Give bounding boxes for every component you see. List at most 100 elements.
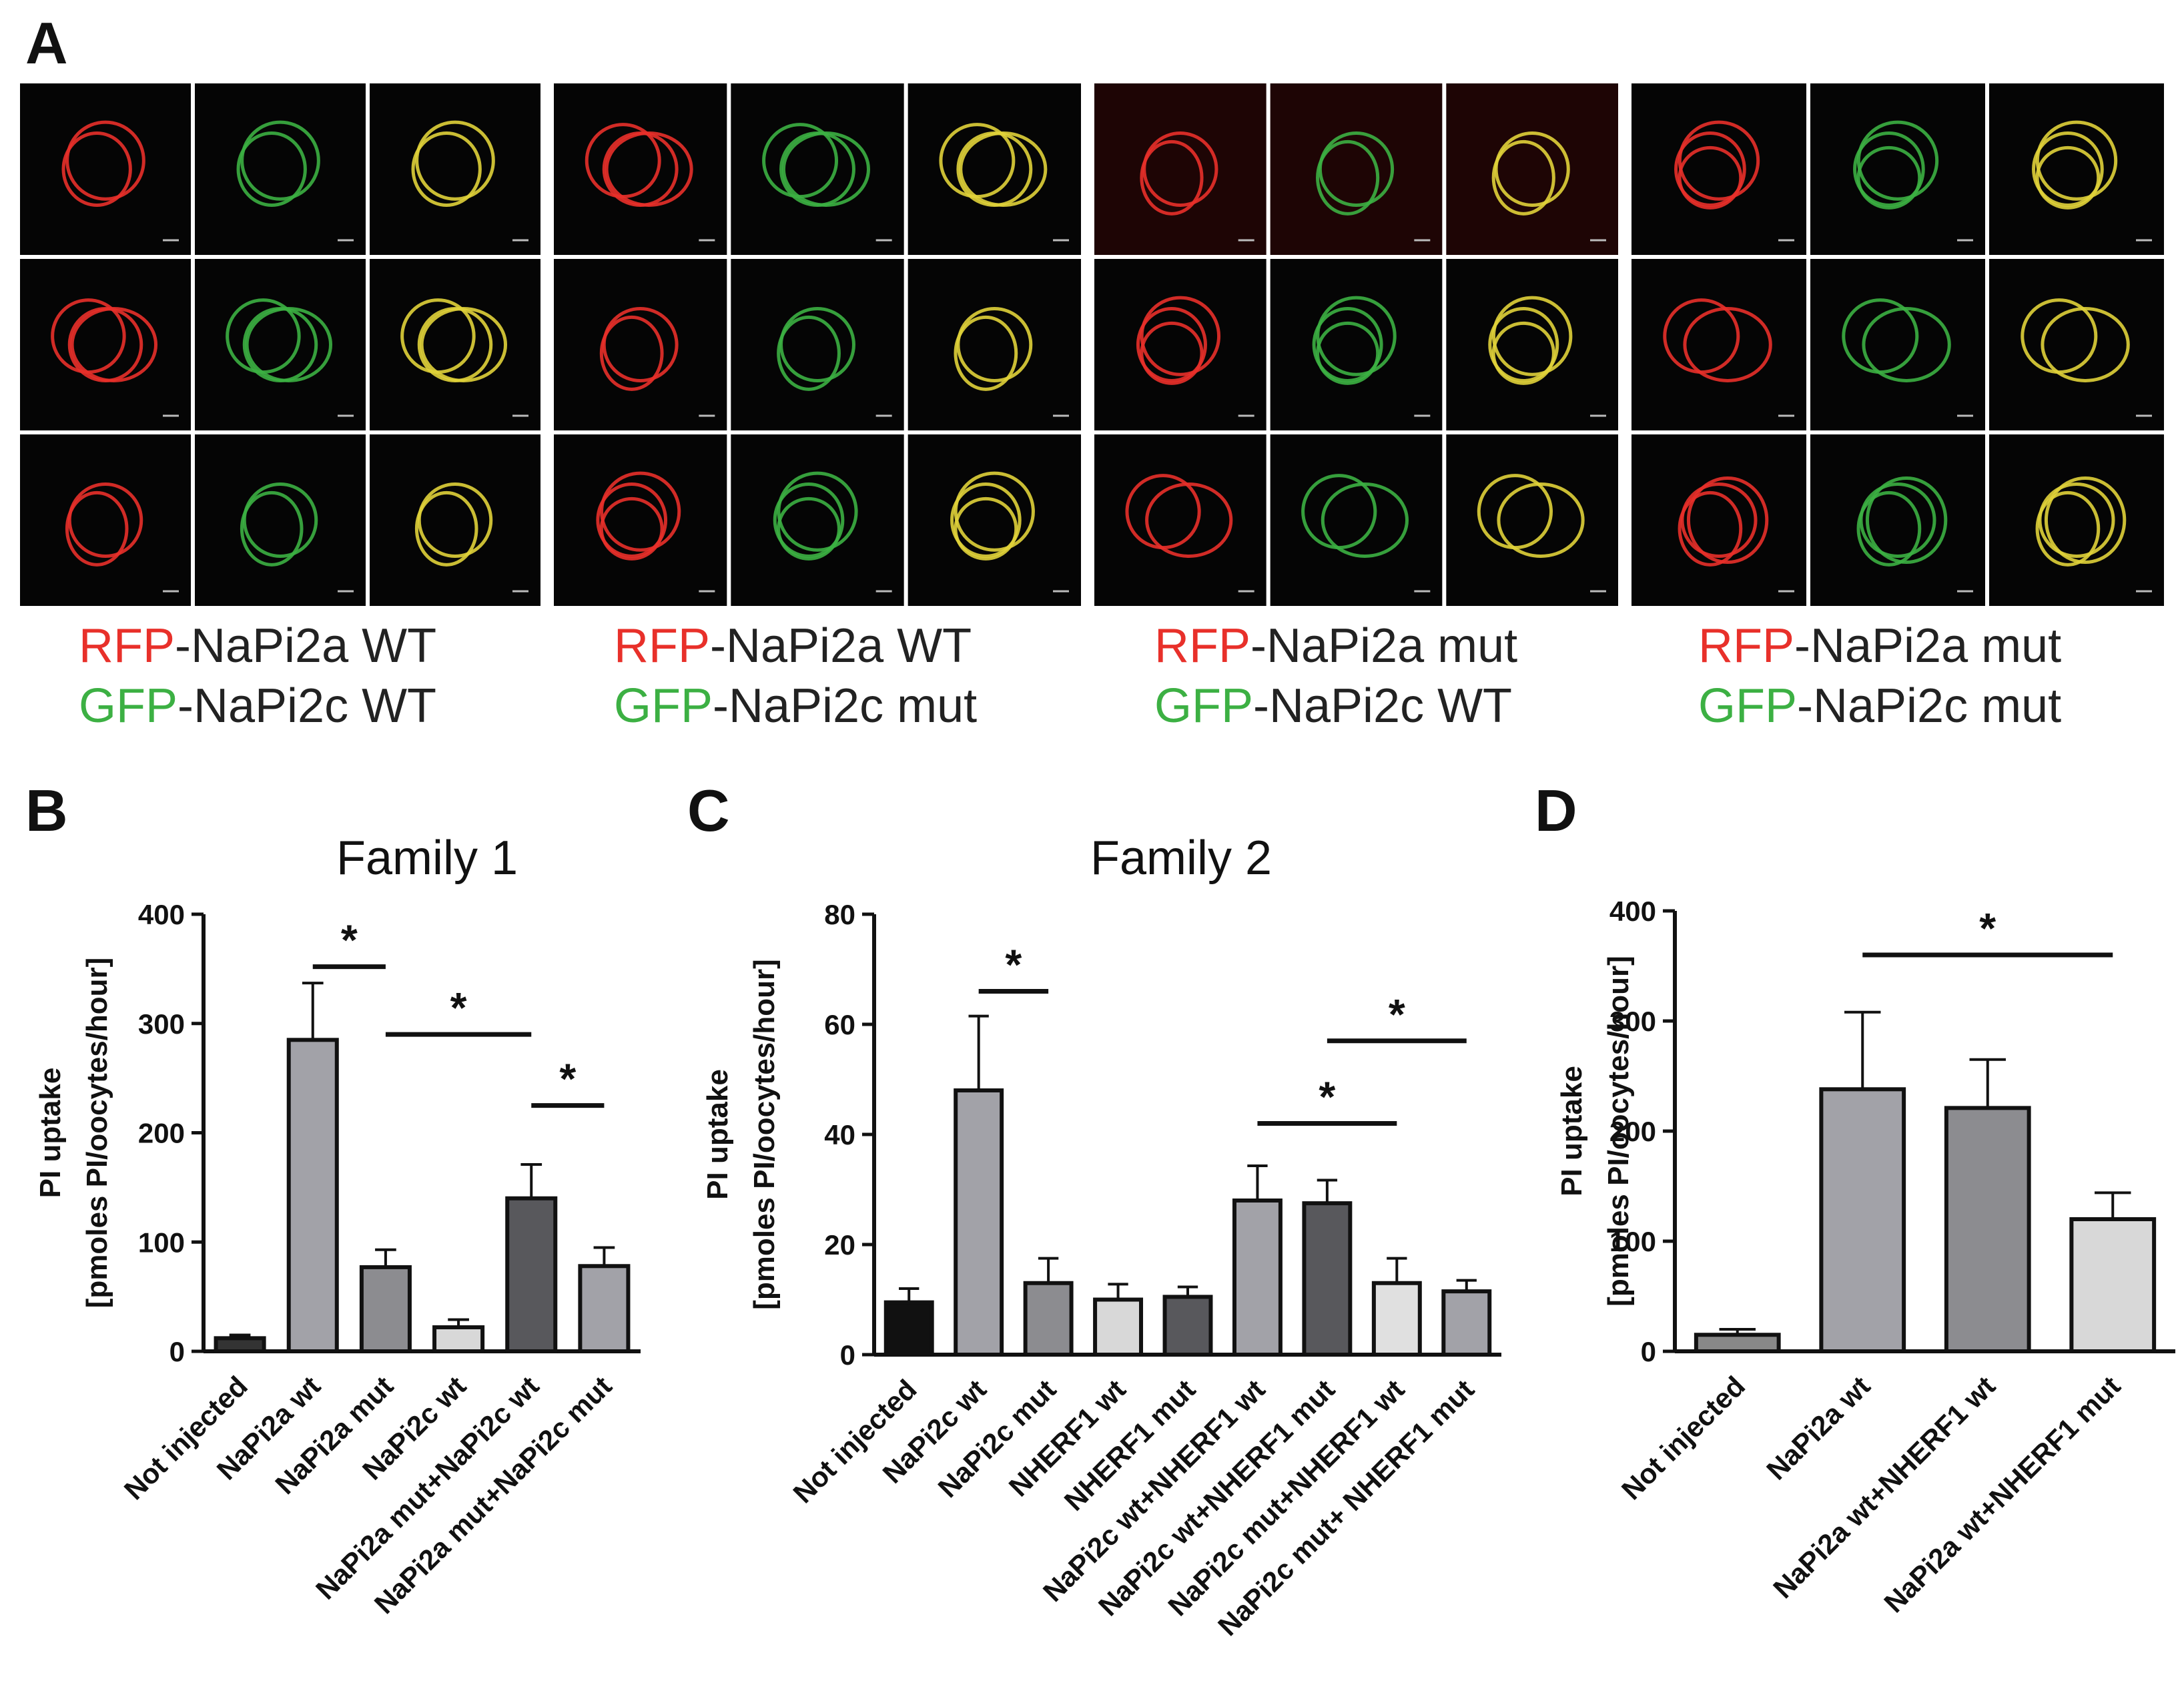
cell-outline <box>1856 145 1922 210</box>
gfp-construct-label: -NaPi2c mut <box>1797 679 2061 733</box>
micrograph-background <box>907 83 1081 255</box>
cell-outline <box>1491 139 1555 216</box>
y-tick-label: 0 <box>169 1336 185 1367</box>
significance-star: * <box>341 916 358 964</box>
micrograph-cell <box>1989 259 2164 430</box>
cell-outline <box>602 131 679 207</box>
micrograph-cell <box>1094 434 1266 606</box>
cell-outline <box>777 496 841 561</box>
cell-outline <box>240 490 304 567</box>
rfp-construct-label: -NaPi2a mut <box>1794 619 2061 673</box>
cell-outline <box>954 315 1018 391</box>
bar <box>432 1325 485 1353</box>
rfp-label: RFP <box>79 619 175 673</box>
cell-outline <box>411 131 482 207</box>
micrograph-cell <box>1094 83 1266 255</box>
cell-outline <box>65 120 145 201</box>
cell-outline <box>240 120 320 201</box>
cell-outline <box>2041 307 2130 382</box>
cell-outline <box>242 482 318 558</box>
cell-outline <box>777 315 841 391</box>
svg-text:GFP-NaPi2c mut: GFP-NaPi2c mut <box>614 679 977 733</box>
caption-group-3: RFP-NaPi2a mut GFP-NaPi2c WT <box>1154 619 1517 733</box>
micrograph-background <box>731 259 904 430</box>
cell-outline <box>2038 482 2115 558</box>
micrograph-background <box>1989 83 2164 255</box>
svg-text:RFP-NaPi2a mut: RFP-NaPi2a mut <box>1698 619 2061 673</box>
micrograph-background <box>554 259 727 430</box>
cell-outline <box>1856 490 1922 567</box>
cell-outline <box>2035 490 2101 567</box>
micrograph-cell <box>731 434 904 606</box>
micrograph-background <box>20 259 191 430</box>
bar <box>578 1264 631 1354</box>
cell-outline <box>1316 321 1380 385</box>
micrograph-background <box>20 83 191 255</box>
micrograph-cell <box>1989 434 2164 606</box>
gfp-label: GFP <box>79 679 177 733</box>
cell-outline <box>1318 131 1395 207</box>
cell-outline <box>1865 476 1948 564</box>
micrograph-cell <box>195 434 366 606</box>
micrograph-cell <box>1989 83 2164 255</box>
micrograph-background <box>731 434 904 606</box>
cell-outline <box>417 307 493 382</box>
gfp-label: GFP <box>1698 679 1797 733</box>
rfp-label: RFP <box>1698 619 1794 673</box>
cell-outline <box>954 471 1035 552</box>
micrograph-cell <box>1810 434 1985 606</box>
cell-outline <box>777 471 858 552</box>
significance-star: * <box>1389 990 1405 1038</box>
micrograph-background <box>1446 434 1618 606</box>
chart-panel-c: C Family 2 PI uptake [pmoles PI/oocytes/hou… <box>687 777 1501 1642</box>
y-tick-label: 400 <box>1609 896 1656 927</box>
caption-group-1: RFP-NaPi2a WT GFP-NaPi2c WT <box>79 619 436 733</box>
micrograph-background <box>1094 259 1266 430</box>
cell-outline <box>599 496 664 561</box>
y-axis-label: PI uptake <box>701 1069 734 1200</box>
micrograph-background <box>195 434 366 606</box>
y-tick-label: 60 <box>824 1009 855 1040</box>
micrograph-background <box>907 434 1081 606</box>
micrograph-background <box>370 259 540 430</box>
cell-outline <box>1856 120 1939 201</box>
caption-group-4: RFP-NaPi2a mut GFP-NaPi2c mut <box>1698 619 2061 733</box>
x-tick-label: Not injected <box>1615 1370 1751 1505</box>
cell-outline <box>2032 131 2104 207</box>
y-tick-label: 40 <box>824 1119 855 1150</box>
micrograph-background <box>1810 434 1985 606</box>
micrograph-background <box>554 83 727 255</box>
micrograph-cell <box>370 434 540 606</box>
cell-outline <box>61 131 132 207</box>
rfp-construct-label: -NaPi2a WT <box>710 619 972 673</box>
svg-text:GFP-NaPi2c mut: GFP-NaPi2c mut <box>1698 679 2061 733</box>
bar <box>1371 1281 1422 1357</box>
cell-outline <box>596 482 668 558</box>
x-tick-label: NaPi2a wt+NHERF1 mut <box>1878 1370 2126 1618</box>
significance-star: * <box>1319 1073 1335 1121</box>
micrograph-background <box>20 434 191 606</box>
bar <box>505 1196 558 1353</box>
y-axis-label: PI uptake <box>34 1068 67 1199</box>
micrograph-cell <box>1446 83 1618 255</box>
micrograph-cell <box>907 434 1081 606</box>
cell-outline <box>1678 145 1743 210</box>
panel-letter-d: D <box>1535 777 1577 843</box>
significance-star: * <box>559 1055 576 1103</box>
cell-outline <box>600 471 681 552</box>
chart-panel-b: B Family 1 PI uptake [pmoles PI/oocytes/hou… <box>25 777 641 1620</box>
cell-outline <box>1491 321 1555 385</box>
micrograph-background <box>195 259 366 430</box>
cell-outline <box>1140 139 1204 216</box>
micrograph-cell <box>1810 259 1985 430</box>
bar <box>1023 1281 1074 1357</box>
cell-outline <box>956 307 1033 382</box>
micrograph-cell <box>731 83 904 255</box>
cell-outline <box>1321 482 1409 558</box>
significance-star: * <box>1979 904 1996 952</box>
micrograph-background <box>1989 434 2164 606</box>
micrograph-cell <box>1446 434 1618 606</box>
cell-outline <box>1683 307 1772 382</box>
gfp-label: GFP <box>614 679 713 733</box>
y-tick-label: 80 <box>824 899 855 930</box>
